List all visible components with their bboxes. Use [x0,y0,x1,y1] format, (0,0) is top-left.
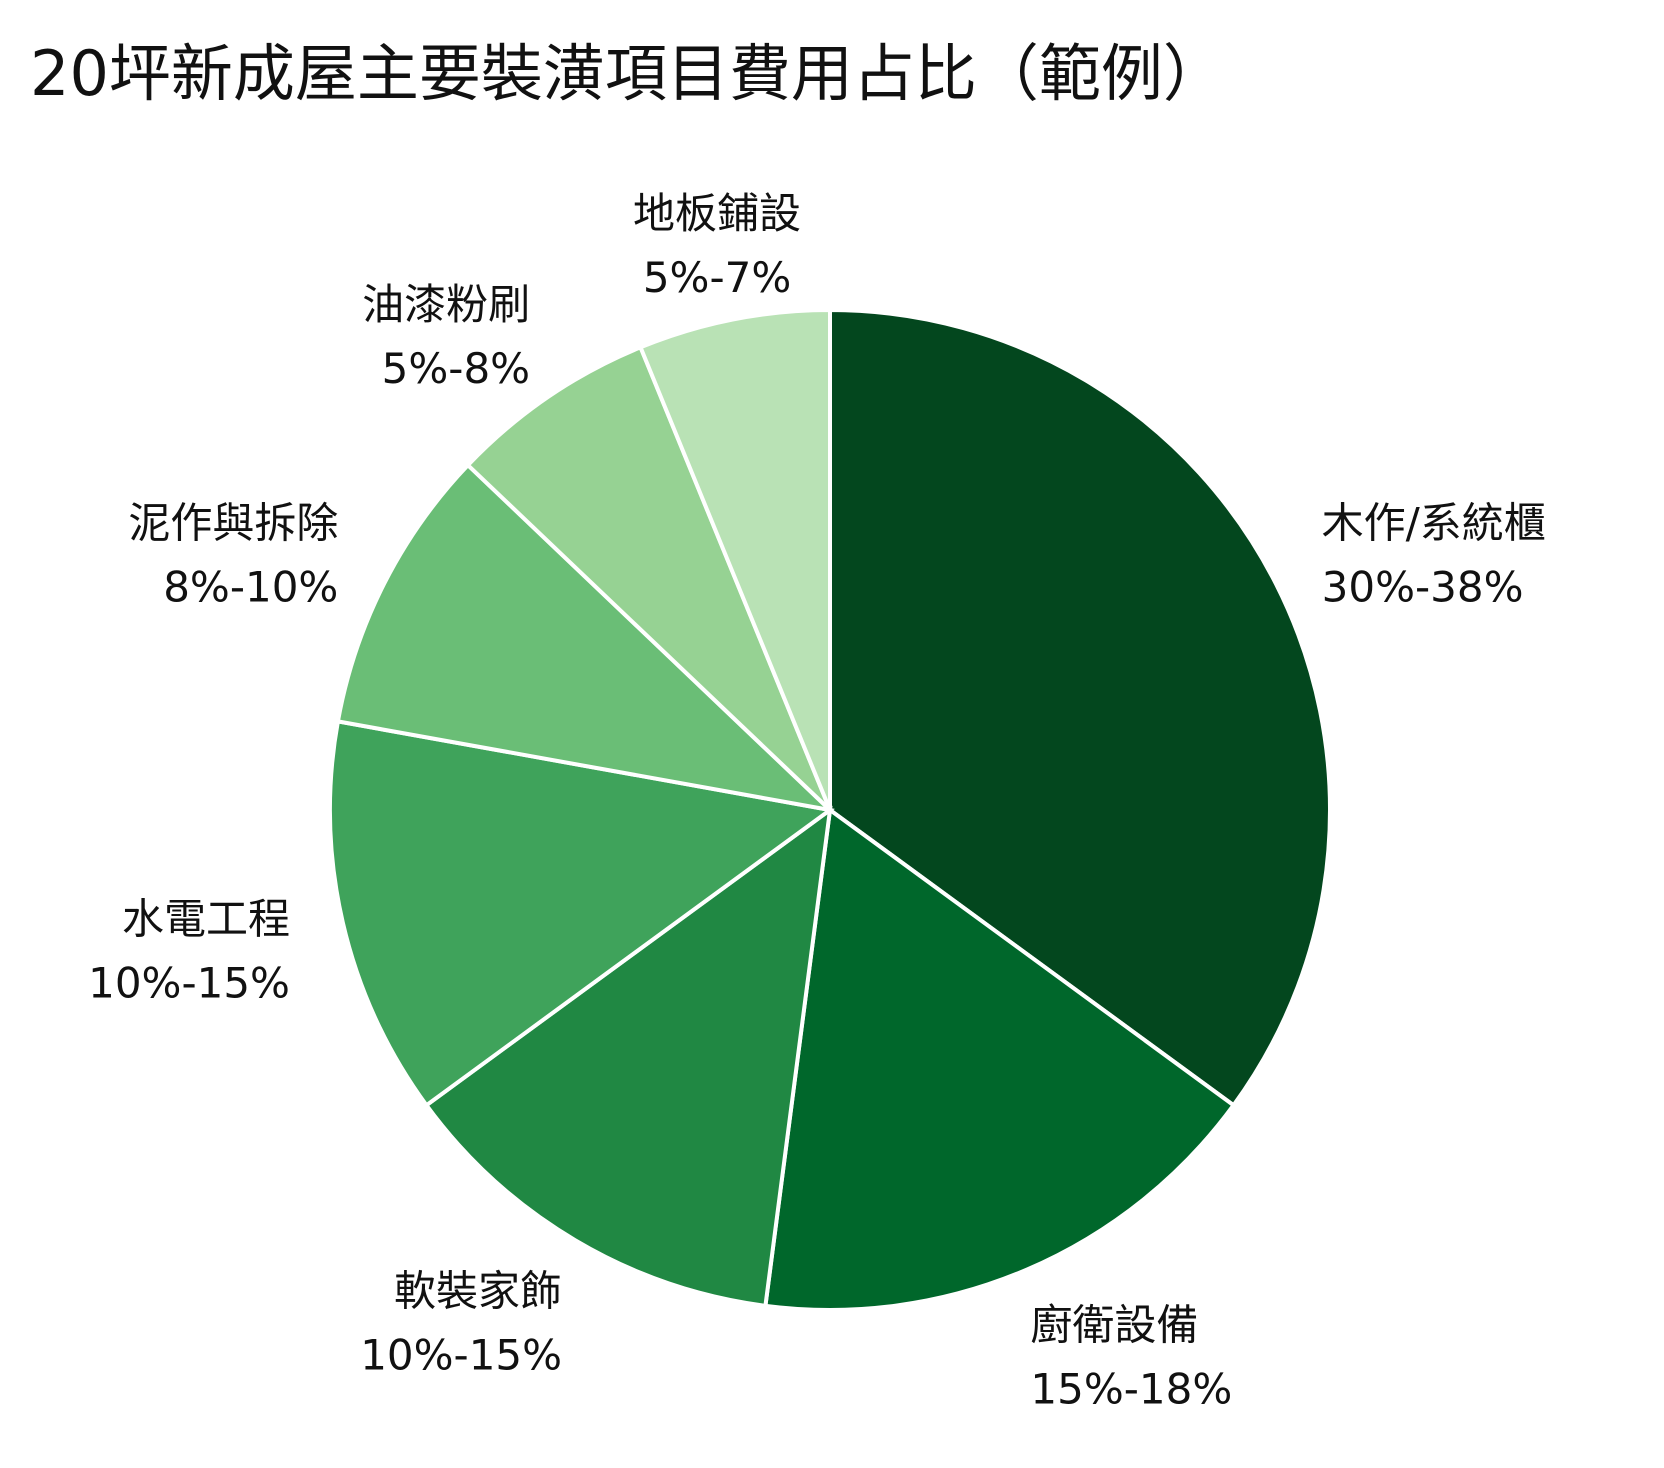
slice-label: 地板鋪設 [633,189,801,238]
slice-label: 油漆粉刷 [362,280,530,329]
slice-label: 水電工程 [122,894,290,943]
slice-range-label: 8%-10% [163,562,338,611]
pie-slices [328,307,1332,1312]
slice-label: 廚衛設備 [1030,1301,1198,1350]
slice-range-label: 10%-15% [360,1330,562,1379]
pie-slice [828,307,1332,1108]
pie-slice [335,462,837,814]
slice-range-label: 10%-15% [88,958,290,1007]
pie-slice [637,307,832,811]
chart-title: 20坪新成屋主要裝潢項目費用占比（範例） [30,37,1225,110]
slice-label: 軟裝家飾 [394,1266,562,1315]
slice-range-label: 15%-18% [1030,1365,1232,1414]
pie-slice [328,719,835,1108]
pie-slice [423,805,833,1309]
slice-range-label: 30%-38% [1322,562,1524,611]
slice-range-label: 5%-8% [382,344,530,393]
slice-label: 木作/系統櫃 [1322,498,1546,547]
pie-slice [465,344,832,812]
pie-slice [763,806,1237,1312]
slice-range-label: 5%-7% [643,253,791,302]
pie-labels: 木作/系統櫃 30%-38% 廚衛設備 15%-18% 軟裝家飾 10%-15% 水電工程 1… [88,189,1546,1414]
slice-label: 泥作與拆除 [128,498,338,547]
